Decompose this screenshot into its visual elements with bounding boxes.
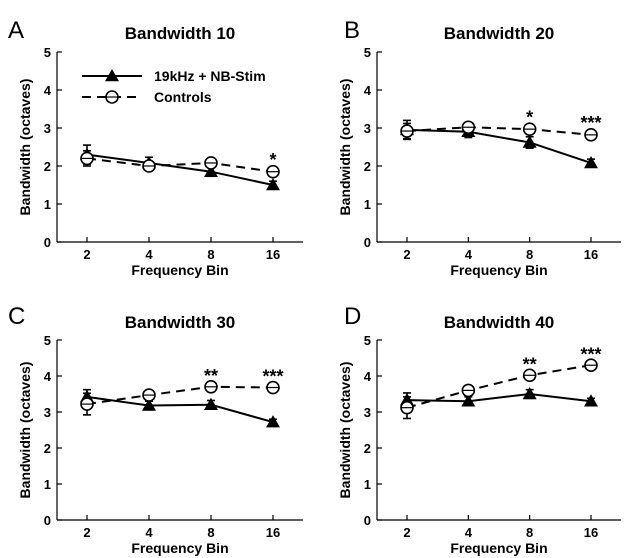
legend-stim-label: 19kHz + NB-Stim [154, 68, 266, 84]
significance-marker: *** [580, 344, 601, 364]
y-tick-label: 3 [364, 405, 371, 420]
y-tick-label: 1 [364, 477, 371, 492]
chart-title: Bandwidth 40 [444, 313, 555, 332]
y-tick-label: 0 [44, 513, 51, 528]
x-axis-label: Frequency Bin [131, 540, 228, 556]
chart-title: Bandwidth 10 [125, 24, 236, 43]
controls-line [406, 364, 592, 409]
y-tick-label: 4 [44, 369, 52, 384]
panel-letter: C [8, 303, 25, 330]
stim-line [86, 153, 274, 186]
y-axis-label: Bandwidth (octaves) [337, 79, 353, 216]
legend-stim-marker [105, 69, 119, 82]
stim-line [406, 128, 592, 164]
stim-point [522, 135, 537, 148]
y-tick-label: 2 [364, 159, 371, 174]
panel-letter: A [8, 17, 24, 44]
y-tick-label: 0 [364, 235, 371, 250]
chart-title: Bandwidth 20 [444, 24, 555, 43]
stim-point [204, 397, 218, 411]
x-axis-label: Frequency Bin [450, 540, 547, 556]
y-axis-label: Bandwidth (octaves) [17, 362, 33, 499]
significance-marker: * [269, 150, 276, 170]
y-axis-label: Bandwidth (octaves) [17, 79, 33, 216]
panel-letter: B [344, 17, 360, 44]
significance-marker: ** [204, 366, 218, 386]
significance-marker: *** [580, 113, 601, 133]
panel-c: C Bandwidth 30 0 1 2 3 4 5 2 4 8 16 Frequency Bin Ban… [8, 303, 303, 556]
x-tick-label: 8 [207, 525, 214, 540]
stim-point [584, 155, 598, 169]
x-tick-label: 16 [584, 525, 598, 540]
y-tick-label: 2 [44, 159, 51, 174]
x-tick-label: 4 [465, 247, 473, 262]
significance-marker: *** [262, 367, 283, 387]
y-tick-label: 0 [364, 513, 371, 528]
significance-marker: ** [523, 354, 537, 374]
stim-line [406, 392, 592, 403]
stim-point [266, 415, 280, 428]
stim-point [522, 387, 537, 400]
x-tick-label: 16 [584, 247, 598, 262]
y-tick-label: 5 [44, 45, 51, 60]
y-tick-label: 5 [44, 333, 51, 348]
x-axis-label: Frequency Bin [131, 262, 228, 278]
y-tick-label: 3 [44, 405, 51, 420]
chart-title: Bandwidth 30 [125, 313, 236, 332]
x-tick-label: 8 [207, 247, 214, 262]
y-tick-label: 4 [364, 369, 372, 384]
y-tick-label: 0 [44, 235, 51, 250]
x-tick-label: 2 [403, 525, 410, 540]
stim-point [461, 394, 476, 407]
x-tick-label: 4 [145, 247, 153, 262]
legend-controls-label: Controls [154, 89, 212, 105]
y-tick-label: 4 [364, 83, 372, 98]
panel-a: A Bandwidth 10 0 1 2 3 4 5 2 4 8 16 Frequency Bin Ban… [8, 17, 303, 278]
panel-d: D Bandwidth 40 0 1 2 3 4 5 2 4 8 16 Frequency Bin Ban… [337, 303, 621, 556]
x-tick-label: 2 [83, 247, 90, 262]
x-axis-label: Frequency Bin [450, 262, 547, 278]
significance-marker: * [526, 107, 533, 127]
stim-point [204, 164, 218, 177]
legend: 19kHz + NB-Stim Controls [82, 68, 266, 105]
stim-point [584, 394, 598, 407]
controls-line [86, 385, 274, 406]
y-tick-label: 5 [364, 333, 371, 348]
y-tick-label: 1 [44, 197, 51, 212]
y-tick-label: 2 [364, 441, 371, 456]
x-tick-label: 2 [83, 525, 90, 540]
y-tick-label: 4 [44, 83, 52, 98]
y-tick-label: 1 [364, 197, 371, 212]
controls-line [86, 157, 274, 173]
x-tick-label: 16 [266, 247, 280, 262]
y-tick-label: 2 [44, 441, 51, 456]
y-tick-label: 3 [364, 121, 371, 136]
y-tick-label: 1 [44, 477, 51, 492]
x-tick-label: 8 [526, 525, 533, 540]
x-tick-label: 4 [465, 525, 473, 540]
stim-point [266, 178, 280, 191]
y-axis-label: Bandwidth (octaves) [337, 362, 353, 499]
x-tick-label: 16 [266, 525, 280, 540]
x-tick-label: 4 [145, 525, 153, 540]
y-tick-label: 5 [364, 45, 371, 60]
stim-line [86, 395, 274, 424]
y-tick-label: 3 [44, 121, 51, 136]
x-tick-label: 8 [526, 247, 533, 262]
controls-line [406, 126, 592, 136]
panel-b: B Bandwidth 20 0 1 2 3 4 5 2 4 8 16 Frequency Bin Ban… [337, 17, 621, 278]
x-tick-label: 2 [403, 247, 410, 262]
panel-letter: D [344, 303, 361, 330]
stim-point [142, 398, 156, 411]
